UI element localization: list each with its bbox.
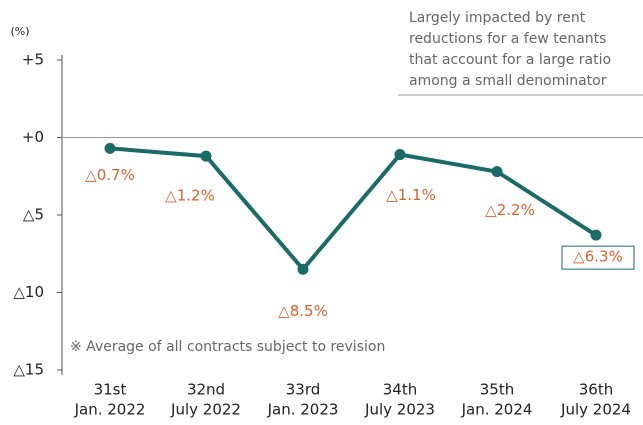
x-tick-label: 35th xyxy=(480,381,514,399)
x-tick-label: July 2022 xyxy=(170,401,241,419)
x-tick-label: Jan. 2024 xyxy=(461,401,533,419)
value-label: △0.7% xyxy=(85,166,135,184)
annotation-line: reductions for a few tenants xyxy=(409,31,606,47)
x-tick-label: July 2023 xyxy=(364,401,435,419)
y-tick-label: +0 xyxy=(22,128,44,146)
series-line xyxy=(109,146,598,273)
x-tick-label: 31st xyxy=(94,381,127,399)
point xyxy=(394,149,406,161)
y-tick-label: △15 xyxy=(13,361,44,379)
note: ※ Average of all contracts subject to re… xyxy=(70,339,385,355)
x-tick-label: 34th xyxy=(383,381,417,399)
value-label: △1.1% xyxy=(386,186,436,204)
point xyxy=(200,150,212,162)
unit-label: (%) xyxy=(10,25,29,38)
value-label: △8.5% xyxy=(278,302,328,320)
x-tick-label: July 2024 xyxy=(560,401,631,419)
annotation-line: among a small denominator xyxy=(409,73,607,89)
x-tick-label: Jan. 2022 xyxy=(74,401,146,419)
annotation-line: Largely impacted by rent xyxy=(409,10,586,26)
x-tick-label: 36th xyxy=(579,381,613,399)
x-tick-label: 32nd xyxy=(187,381,225,399)
point xyxy=(491,166,503,178)
value-label: △2.2% xyxy=(485,201,535,219)
value-label: △6.3% xyxy=(573,248,623,266)
y-tick-label: △5 xyxy=(23,206,44,224)
y-tick-label: △10 xyxy=(13,283,44,301)
point xyxy=(297,263,309,275)
label-box xyxy=(561,245,635,270)
x-tick-label: Jan. 2023 xyxy=(267,401,339,419)
annotation-line: that account for a large ratio xyxy=(409,52,611,68)
x-tick-label: 33rd xyxy=(286,381,321,399)
point xyxy=(590,229,602,241)
y-tick-label: +5 xyxy=(22,51,44,69)
value-label: △1.2% xyxy=(165,187,215,205)
point xyxy=(104,142,116,154)
